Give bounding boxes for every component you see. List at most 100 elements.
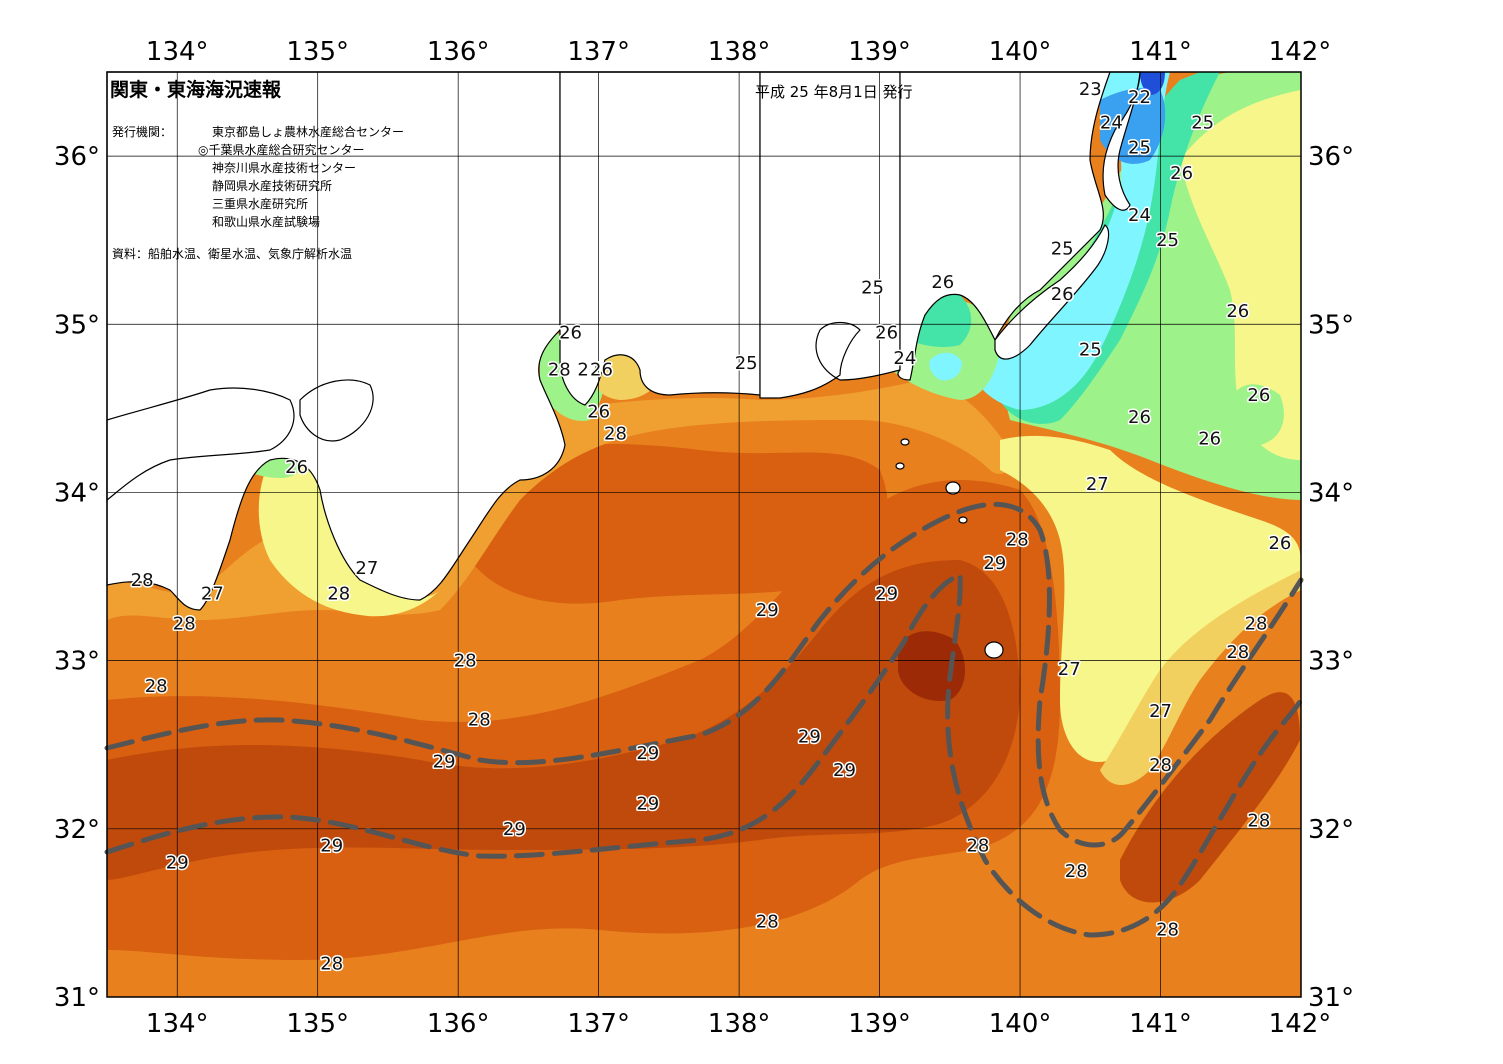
zone-26-ne-patch <box>1230 384 1284 445</box>
latitude-tick-label: 31° <box>1308 983 1354 1013</box>
land-tokai <box>759 71 901 399</box>
latitude-tick-label: 36° <box>54 142 100 172</box>
zone-27-ne-patch <box>1180 90 1301 460</box>
issuer-3: 神奈川県水産技術センター <box>212 160 356 175</box>
isotherm-label: 27 <box>1149 701 1172 722</box>
isotherm-label: 28 <box>173 614 196 635</box>
land-niijima <box>958 516 968 524</box>
isotherm-label: 26 <box>1198 429 1221 450</box>
isotherm-label: 26 <box>1051 284 1074 305</box>
land-honshu-west <box>106 71 566 611</box>
zone-29-inner <box>470 444 888 604</box>
isotherm-label: 28 <box>145 676 168 697</box>
latitude-tick-label: 33° <box>54 647 100 677</box>
isotherm-label: 28 <box>468 710 491 731</box>
isotherm-label: 25 <box>1191 112 1214 133</box>
isotherm-label: 27 <box>201 583 224 604</box>
latitude-tick-label: 32° <box>1308 815 1354 845</box>
isotherm-label: 24 <box>1128 205 1151 226</box>
longitude-tick-label: 142° <box>1269 37 1332 67</box>
isotherm-label: 26 <box>285 457 308 478</box>
longitude-tick-label: 137° <box>567 1009 630 1039</box>
latitude-tick-label: 32° <box>54 815 100 845</box>
isotherm-label: 29 <box>833 760 856 781</box>
zone-27-east <box>1000 435 1301 762</box>
data-source: 資料：船舶水温、衛星水温、気象庁解析水温 <box>112 246 352 261</box>
isotherm-label: 29 <box>433 752 456 773</box>
land-awaji <box>299 379 374 442</box>
isotherm-label: 29 <box>320 836 343 857</box>
isotherm-label: 28 <box>454 651 477 672</box>
latitude-tick-label: 34° <box>54 478 100 508</box>
isotherm-label: 26 <box>1128 407 1151 428</box>
land-izu-oshima <box>945 481 961 495</box>
isotherm-label: 28 <box>131 570 154 591</box>
kuroshio-north-line <box>104 501 1304 848</box>
isotherm-label: 24 <box>893 348 916 369</box>
zone-27-kii <box>258 459 440 617</box>
issuer-5: 三重県水産研究所 <box>212 196 308 211</box>
map-title: 関東・東海海況速報 <box>110 78 282 101</box>
zone-29-center <box>107 560 1020 880</box>
isotherm-label: 27 <box>1086 474 1109 495</box>
longitude-tick-label: 140° <box>989 37 1052 67</box>
issuer-2: ◎千葉県水産総合研究センター <box>198 142 364 157</box>
kuroshio-south-line <box>104 571 1304 938</box>
isotherm-label: 26 <box>931 272 954 293</box>
land-izu-kanto <box>897 71 1111 381</box>
graticule <box>107 72 1301 997</box>
isotherm-label: 28 <box>604 424 627 445</box>
longitude-tick-label: 139° <box>848 37 911 67</box>
zone-24-sagami <box>929 352 962 381</box>
issuer-label: 発行機関： <box>112 124 172 139</box>
isotherm-label: 26 <box>590 360 613 381</box>
isotherm-label: 27 <box>1058 659 1081 680</box>
land-boso <box>994 224 1110 360</box>
longitude-tick-label: 134° <box>146 1009 209 1039</box>
land-kozu <box>895 462 905 470</box>
isotherm-label: 29 <box>636 743 659 764</box>
longitude-tick-label: 139° <box>848 1009 911 1039</box>
latitude-tick-label: 33° <box>1308 647 1354 677</box>
isotherm-label: 26 <box>587 402 610 423</box>
isotherm-label: 26 <box>1226 301 1249 322</box>
isotherm-label: 25 <box>1079 340 1102 361</box>
map-frame <box>106 71 1302 998</box>
longitude-tick-label: 141° <box>1129 1009 1192 1039</box>
longitude-tick-label: 136° <box>427 37 490 67</box>
zone-30-core <box>898 631 966 701</box>
isotherm-label: 29 <box>636 794 659 815</box>
longitude-tick-label: 137° <box>567 37 630 67</box>
info-block: 関東・東海海況速報 平成 25 年8月1日 発行 発行機関： 東京都島しょ農林水… <box>110 78 912 261</box>
isotherm-label: 28 <box>1226 642 1249 663</box>
isotherm-label: 26 <box>1170 163 1193 184</box>
isotherm-label: 26 <box>1247 385 1270 406</box>
isotherm-label: 25 <box>1156 230 1179 251</box>
longitude-tick-label: 134° <box>146 37 209 67</box>
land-shikoku-east <box>106 387 295 502</box>
longitude-labels-bottom: 134° 135° 136° 137° 138° 139° 140° 141° 142° <box>146 1009 1331 1039</box>
isotherm-label: 28 <box>756 911 779 932</box>
land-hachijo <box>900 438 910 446</box>
land-miyake <box>984 641 1004 659</box>
kuroshio-paths <box>104 501 1304 938</box>
isotherm-label: 28 <box>320 953 343 974</box>
longitude-tick-label: 140° <box>989 1009 1052 1039</box>
land-chita-atsumi <box>559 71 761 406</box>
isotherm-label: 29 <box>798 726 821 747</box>
isotherm-label: 29 <box>503 819 526 840</box>
latitude-tick-label: 36° <box>1308 142 1354 172</box>
isotherm-label: 26 <box>559 323 582 344</box>
isotherm-label: 28 <box>1006 530 1029 551</box>
isotherm-label: 29 <box>166 852 189 873</box>
issuer-6: 和歌山県水産試験場 <box>212 214 320 229</box>
isotherm-label: 25 <box>1128 138 1151 159</box>
isotherm-label: 28 <box>1065 861 1088 882</box>
isotherm-label: 28 <box>1247 810 1270 831</box>
land-masses <box>106 71 1141 659</box>
zone-22-ne <box>1140 72 1165 95</box>
isotherm-label: 27 <box>355 558 378 579</box>
isotherm-label: 28 <box>1245 614 1268 635</box>
isotherm-label: 26 <box>875 323 898 344</box>
